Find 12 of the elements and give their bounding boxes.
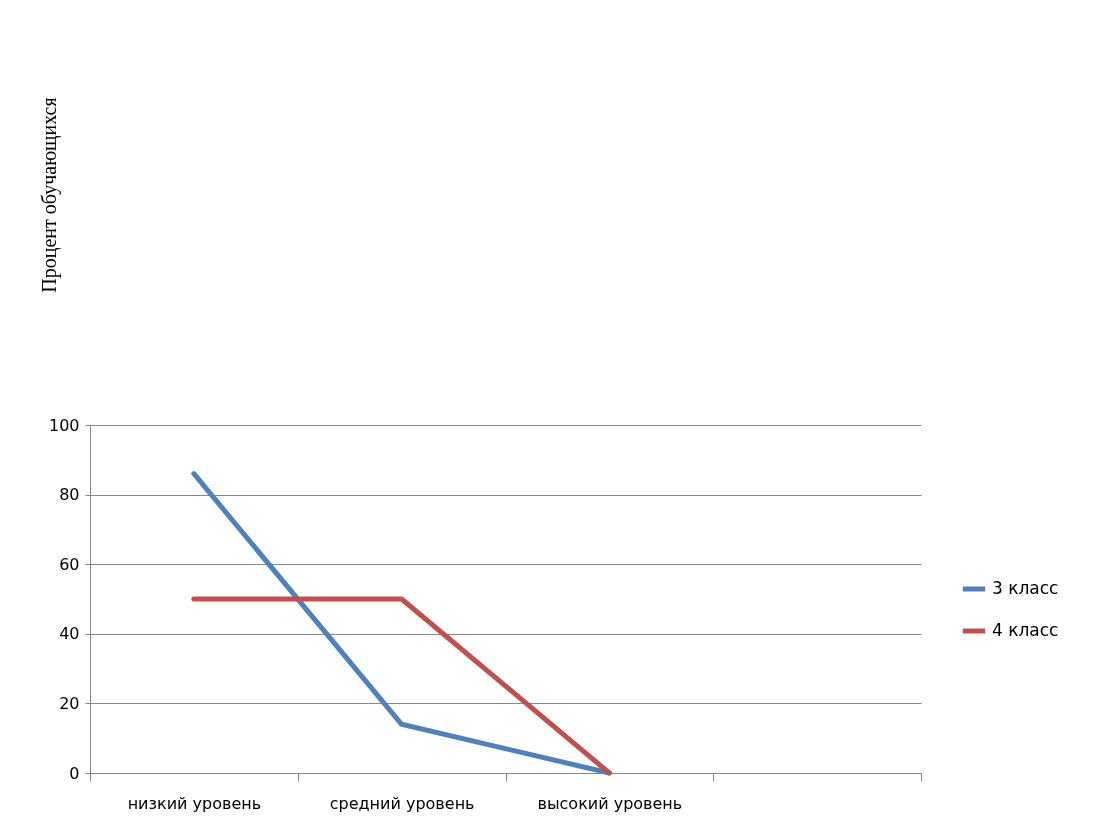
- legend-label: 4 класс: [992, 620, 1059, 640]
- y-tick-label: 60: [59, 554, 80, 574]
- y-tick-label: 80: [59, 485, 80, 505]
- y-tick-label: 40: [59, 624, 80, 644]
- y-tick-label: 100: [48, 415, 80, 435]
- y-tick-label: 20: [59, 693, 80, 713]
- x-tick-label: низкий уровень: [127, 793, 262, 813]
- x-tick-label: средний уровень: [329, 793, 475, 813]
- x-tick-label: высокий уровень: [537, 793, 683, 813]
- text: Процент обучающихся: [38, 97, 61, 293]
- y-tick-label: 0: [69, 763, 80, 783]
- legend-label: 3 класс: [992, 578, 1059, 598]
